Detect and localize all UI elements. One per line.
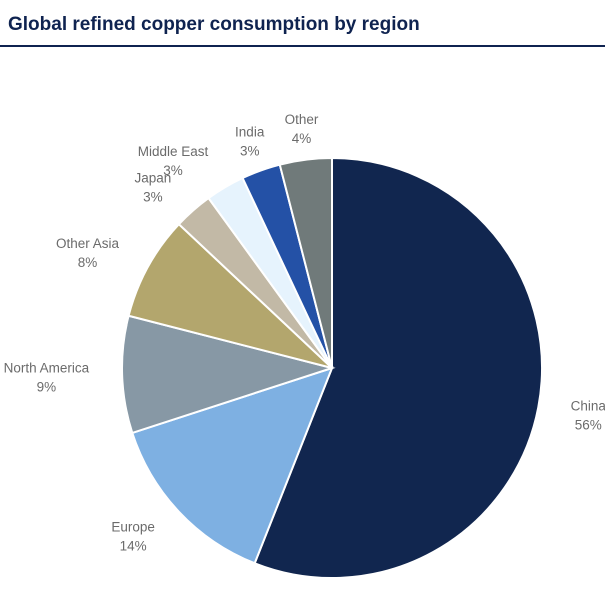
slice-value-india: 3% [240,143,260,158]
slice-label-other: Other 4% [285,112,319,146]
slice-label-china: China 56% [571,399,605,433]
pie-slice-other [278,156,333,369]
slice-value-china: 56% [575,418,602,433]
slice-value-japan: 3% [143,190,163,205]
slice-label-japan: Japan 3% [135,171,172,205]
slice-value-other-asia: 8% [78,255,98,270]
chart-title: Global refined copper consumption by reg… [8,14,420,35]
slice-name-middle-east: Middle East [138,144,209,159]
pie-slice-other-asia [127,222,333,369]
slice-label-europe: Europe 14% [111,519,155,553]
slice-name-other-asia: Other Asia [56,236,120,251]
slice-name-north-america: North America [4,361,90,376]
slice-name-japan: Japan [135,171,172,186]
slice-label-north-america: North America 9% [4,361,90,395]
slice-value-north-america: 9% [37,380,57,395]
pie-slice-china [253,156,543,579]
slice-label-other-asia: Other Asia 8% [56,236,120,270]
slice-name-china: China [571,399,605,414]
pie-slice-north-america [121,314,336,435]
slice-name-india: India [235,124,265,139]
slice-value-other: 4% [292,131,312,146]
slice-label-india: India 3% [235,124,265,158]
slice-label-middle-east: Middle East 3% [138,144,209,178]
slice-value-middle-east: 3% [163,163,183,178]
slice-name-other: Other [285,112,319,127]
slice-value-europe: 14% [120,538,147,553]
slice-name-europe: Europe [111,519,155,534]
title-underline [0,45,605,47]
